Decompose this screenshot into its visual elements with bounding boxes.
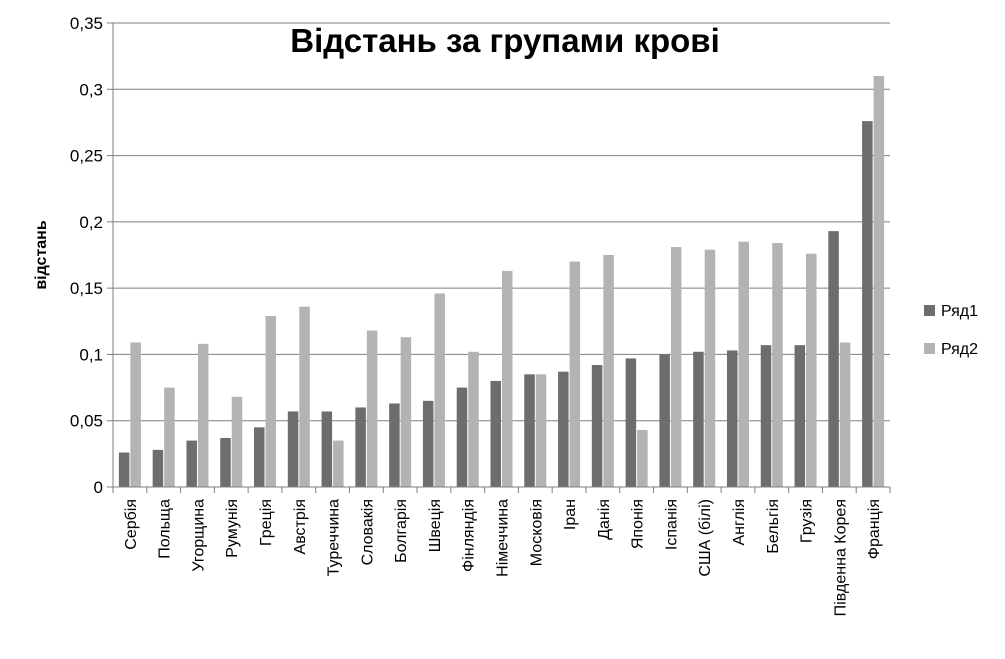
x-tick-label: Польща: [157, 499, 174, 559]
bar-series2: [637, 429, 648, 487]
x-tick-label: Сербія: [123, 499, 140, 550]
y-tick-label: 0,3: [79, 80, 103, 99]
x-tick-label: Англія: [731, 499, 748, 546]
bar-series2: [265, 315, 277, 487]
bar-series1: [558, 371, 569, 487]
x-tick-label: Швеція: [427, 499, 444, 552]
bar-series1: [693, 351, 704, 487]
x-tick-label: Франція: [866, 499, 883, 559]
bar-series2: [873, 76, 885, 488]
chart-title: Відстань за групами крові: [290, 22, 720, 59]
y-tick-label: 0,05: [70, 412, 103, 431]
y-tick-label: 0,2: [79, 213, 103, 232]
x-tick-label: Іспанія: [663, 499, 680, 550]
bar-series1: [659, 354, 670, 487]
x-tick-label: Японія: [630, 499, 647, 549]
x-tick-label: Бельгія: [765, 499, 782, 554]
bar-series2: [434, 293, 445, 487]
bars: [118, 76, 885, 488]
bar-series1: [490, 380, 501, 487]
y-tick-label: 0: [94, 478, 103, 497]
legend: Ряд1 Ряд2: [924, 303, 978, 358]
legend-swatch: [924, 305, 935, 316]
bar-series1: [726, 350, 738, 487]
x-tick-label: Болгарія: [393, 499, 410, 563]
y-tick-label: 0,25: [70, 147, 103, 166]
gridlines: [113, 22, 890, 422]
y-axis-label: відстань: [33, 220, 50, 290]
x-tick-label: Московія: [528, 499, 545, 566]
legend-label: Ряд1: [941, 303, 978, 320]
bar-series1: [321, 411, 333, 487]
bar-series1: [287, 411, 299, 487]
x-tick-label: Греція: [258, 499, 275, 546]
bar-series2: [670, 247, 682, 487]
bar-series1: [524, 374, 535, 487]
y-tick-label: 0,1: [79, 345, 103, 364]
bar-series1: [862, 121, 873, 488]
bar-series2: [231, 396, 243, 487]
bar-series1: [828, 231, 839, 487]
bar-series2: [772, 243, 783, 487]
bar-series1: [254, 427, 265, 487]
y-axis-ticks: 0 0,05 0,1 0,15 0,2 0,25 0,3 0,35: [70, 14, 113, 497]
bar-series1: [760, 345, 772, 487]
bar-series2: [130, 342, 141, 487]
x-axis-ticks: Сербія Польща Угорщина Румунія Греція Австрія…: [112, 487, 891, 616]
y-tick-label: 0,15: [70, 279, 103, 298]
x-tick-label: Румунія: [224, 499, 241, 558]
x-tick-label: Данія: [596, 499, 613, 540]
bar-series1: [625, 358, 637, 487]
bar-series1: [186, 440, 197, 487]
bar-series2: [839, 342, 851, 487]
bar-series2: [738, 241, 749, 487]
bar-series1: [118, 452, 130, 487]
x-tick-label: Туреччина: [326, 499, 343, 576]
bar-series2: [299, 306, 310, 487]
x-tick-label: США (білі): [697, 499, 714, 577]
bar-series2: [333, 440, 344, 487]
legend-swatch: [924, 343, 935, 354]
x-tick-label: Словакія: [359, 499, 376, 565]
bar-series2: [366, 330, 378, 487]
x-tick-label: Угорщина: [190, 499, 207, 572]
bar-series1: [152, 449, 164, 487]
bar-series2: [502, 270, 513, 487]
x-tick-label: Іран: [562, 499, 579, 530]
axes: [112, 23, 890, 488]
bar-series2: [603, 255, 614, 487]
legend-label: Ряд2: [941, 341, 978, 358]
bar-series2: [164, 387, 175, 487]
bar-series1: [591, 365, 603, 487]
bar-series1: [220, 437, 231, 487]
bar-series2: [806, 253, 817, 487]
bar-series2: [535, 374, 547, 487]
bar-series1: [456, 387, 468, 487]
bar-series1: [355, 407, 366, 487]
bar-series2: [704, 249, 716, 487]
bar-series1: [422, 400, 434, 487]
bar-series2: [400, 337, 412, 487]
x-tick-label: Південна Корея: [832, 499, 849, 616]
bar-series2: [468, 351, 479, 487]
bar-series1: [389, 403, 400, 487]
bar-series1: [794, 345, 806, 487]
bar-series2: [569, 261, 581, 487]
x-tick-label: Фінляндія: [461, 499, 478, 572]
x-tick-label: Грузія: [799, 499, 816, 543]
x-tick-label: Німеччина: [495, 499, 512, 577]
y-tick-label: 0,35: [70, 14, 103, 33]
x-tick-label: Австрія: [292, 499, 309, 554]
bar-series2: [197, 343, 209, 487]
